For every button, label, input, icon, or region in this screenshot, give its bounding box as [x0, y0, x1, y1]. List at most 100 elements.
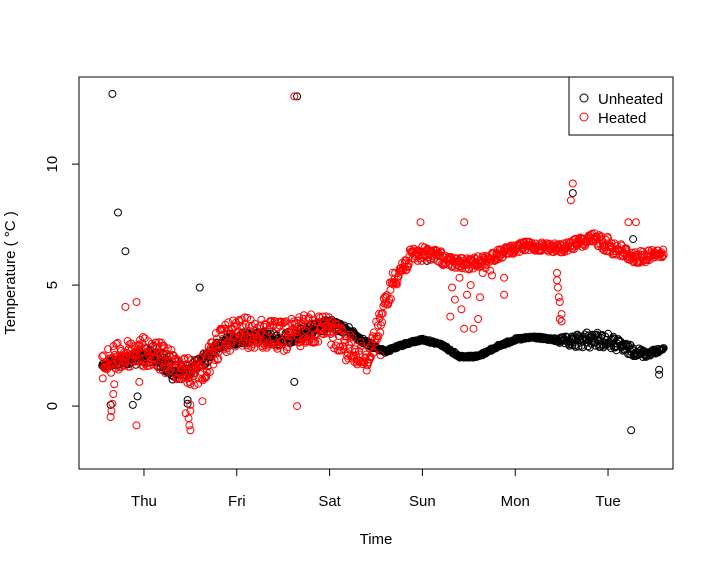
y-axis-label: Temperature ( °C )	[2, 211, 19, 335]
outlier-point	[500, 290, 509, 299]
outlier-point	[186, 406, 195, 415]
data-point	[240, 333, 249, 341]
data-point	[190, 381, 199, 390]
data-point	[329, 333, 337, 342]
data-point	[165, 367, 174, 376]
outlier-point	[469, 324, 478, 333]
data-point	[166, 366, 175, 375]
x-tick-label: Thu	[131, 493, 157, 510]
data-point	[385, 295, 394, 304]
outlier-point	[555, 298, 564, 306]
data-point	[373, 321, 382, 330]
data-point	[223, 338, 232, 347]
data-point	[356, 338, 365, 347]
outlier-point	[655, 365, 664, 374]
data-point	[143, 347, 152, 356]
data-point	[256, 321, 265, 330]
data-point	[392, 280, 401, 289]
data-point	[166, 363, 175, 372]
data-point	[98, 352, 107, 361]
outlier-point	[450, 295, 459, 304]
data-point	[375, 309, 384, 318]
data-point	[348, 333, 357, 342]
outlier-point	[293, 402, 302, 411]
data-point	[228, 325, 237, 334]
data-point	[345, 344, 354, 353]
outlier-point	[474, 315, 483, 323]
data-point	[98, 374, 107, 383]
data-point	[307, 310, 316, 319]
outlier-point	[185, 421, 194, 430]
outlier-point	[476, 293, 484, 302]
data-point	[265, 321, 274, 330]
data-point	[107, 368, 116, 377]
data-point	[351, 347, 360, 356]
legend-label-heated: Heated	[598, 110, 646, 127]
outlier-point	[186, 400, 195, 409]
data-point	[175, 356, 184, 365]
data-point	[155, 365, 164, 374]
data-point	[314, 337, 323, 346]
legend-marker-unheated	[579, 93, 589, 103]
outlier-point	[135, 377, 144, 386]
y-tick-label: 5	[44, 281, 61, 289]
data-point	[308, 316, 317, 325]
plot-box	[78, 76, 674, 470]
data-point	[347, 338, 356, 347]
data-point	[211, 340, 220, 349]
outlier-point	[488, 271, 496, 280]
x-tick-label: Fri	[228, 493, 246, 510]
data-point	[622, 244, 631, 253]
outlier-point	[553, 283, 562, 292]
outlier-point	[376, 351, 385, 360]
data-point	[137, 348, 146, 357]
data-point	[346, 330, 355, 339]
data-point	[235, 317, 244, 326]
outlier-point	[566, 196, 575, 205]
y-tick-label: 10	[44, 156, 61, 173]
data-point	[342, 356, 350, 365]
data-point	[465, 265, 474, 274]
data-point	[585, 343, 594, 352]
data-point	[609, 332, 618, 341]
data-point	[365, 343, 374, 352]
outlier-point	[202, 373, 211, 381]
data-point	[209, 360, 218, 369]
data-point	[386, 295, 395, 303]
data-point	[417, 256, 426, 265]
outlier-point	[629, 235, 638, 244]
outlier-point	[554, 293, 563, 302]
data-point	[568, 332, 576, 341]
data-point	[500, 244, 508, 253]
data-point	[133, 350, 142, 359]
outlier-point	[568, 189, 577, 198]
data-point	[277, 317, 286, 326]
data-point	[227, 339, 236, 348]
outlier-point	[557, 317, 566, 326]
data-point	[137, 361, 146, 369]
x-tick-label: Tue	[595, 493, 620, 510]
outlier-point	[128, 400, 137, 409]
data-point	[139, 333, 147, 342]
outlier-point	[106, 400, 115, 409]
data-point	[378, 318, 387, 327]
data-point	[357, 341, 366, 350]
data-point	[112, 339, 121, 348]
data-point	[659, 251, 668, 259]
data-point	[659, 245, 668, 254]
outlier-point	[110, 380, 119, 389]
outlier-point	[133, 392, 142, 401]
data-point	[99, 351, 108, 360]
outlier-point	[297, 322, 306, 331]
data-point	[201, 373, 210, 382]
data-point	[350, 345, 359, 354]
data-point	[308, 319, 317, 328]
data-point	[295, 313, 304, 322]
outlier-point	[460, 324, 469, 333]
outlier-point	[121, 302, 130, 311]
y-tick-label: 0	[44, 402, 61, 410]
x-tick-label: Mon	[501, 493, 530, 510]
outlier-point	[290, 377, 299, 386]
outlier-point	[290, 92, 299, 101]
outlier-point	[486, 266, 495, 275]
